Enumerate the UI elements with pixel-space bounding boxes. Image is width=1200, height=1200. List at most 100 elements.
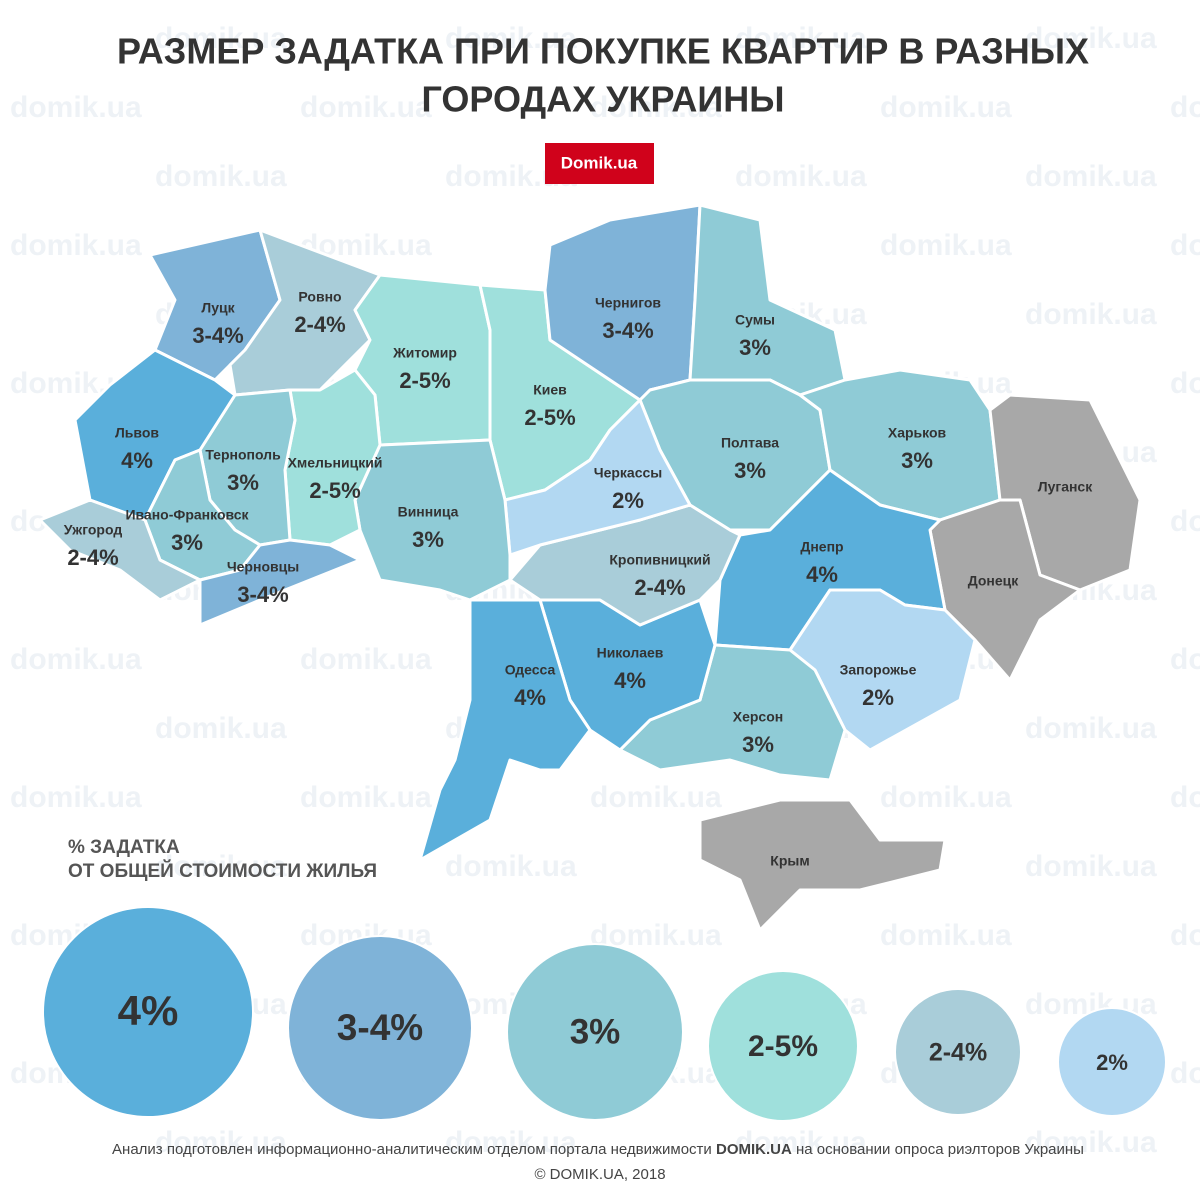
region-name: Винница: [398, 504, 459, 520]
region-name: Харьков: [888, 425, 947, 441]
watermark: domik.ua: [300, 643, 432, 676]
region-value: 2-4%: [67, 545, 118, 570]
map: [38, 203, 1142, 932]
watermark: domik.ua: [880, 91, 1012, 124]
region-value: 4%: [614, 668, 646, 693]
legend-circle: [287, 935, 473, 1121]
region-value: 3%: [227, 470, 259, 495]
watermark: domik.ua: [735, 160, 867, 193]
watermark: domik.ua: [155, 22, 287, 55]
map-labels: Луцк 3-4% Ровно 2-4% Житомир 2-5% Киев 2-5% Черн…: [64, 289, 1093, 869]
region-value: 2%: [612, 488, 644, 513]
copyright: © DOMIK.UA, 2018: [534, 1166, 665, 1183]
watermark: domik.ua: [1170, 505, 1200, 538]
legend: 4% 3-4% 3% 2-5% 2-4% 2%: [42, 906, 1167, 1122]
watermark: domik.ua: [155, 1126, 287, 1159]
watermark: domik.ua: [1170, 367, 1200, 400]
note-part: Анализ подготовлен информационно-аналити…: [112, 1141, 716, 1158]
region: [198, 538, 362, 627]
region-name: Днепр: [800, 539, 843, 555]
region-value: 3%: [734, 458, 766, 483]
watermark: domik.ua: [10, 781, 142, 814]
watermark: domik.ua: [1170, 919, 1200, 952]
title-line: ГОРОДАХ УКРАИНЫ: [422, 79, 785, 120]
legend-label: 2%: [1096, 1050, 1128, 1075]
badge: [545, 143, 654, 184]
region: [418, 598, 592, 862]
region-name: Тернополь: [205, 447, 281, 463]
region-value: 4%: [806, 562, 838, 587]
region-value: 2-5%: [309, 478, 360, 503]
watermark: domik.ua: [1025, 1126, 1157, 1159]
legend-label: 2-4%: [929, 1039, 987, 1067]
watermark: domik.ua: [445, 1126, 577, 1159]
watermark: domik.ua: [1170, 643, 1200, 676]
region-value: 3-4%: [192, 323, 243, 348]
region-name: Херсон: [733, 709, 783, 725]
watermark: domik.ua: [300, 781, 432, 814]
region-value: 2-4%: [294, 312, 345, 337]
watermark: domik.ua: [590, 91, 722, 124]
watermark: domik.ua: [880, 229, 1012, 262]
region: [698, 798, 947, 932]
watermark: domik.ua: [10, 229, 142, 262]
region-name: Полтава: [721, 435, 779, 451]
badge-text: Domik.ua: [561, 153, 638, 172]
watermark: domik.ua: [300, 91, 432, 124]
region-value: 4%: [121, 448, 153, 473]
legend-label: 3-4%: [337, 1007, 423, 1048]
watermark: domik.ua: [1025, 712, 1157, 745]
region-name: Крым: [770, 853, 809, 869]
legend-label: 2-5%: [748, 1030, 818, 1063]
watermark: domik.ua: [445, 850, 577, 883]
region-name: Ужгород: [64, 522, 123, 538]
region: [38, 498, 202, 602]
region-name: Ивано-Франковск: [125, 507, 249, 523]
region-value: 2-4%: [634, 575, 685, 600]
legend-circle: [707, 970, 859, 1122]
region-name: Николаев: [597, 645, 664, 661]
watermark: domik.ua: [10, 91, 142, 124]
watermark: domik.ua: [1025, 22, 1157, 55]
watermark: domik.ua: [1170, 91, 1200, 124]
watermark: domik.ua: [880, 781, 1012, 814]
region-name: Киев: [533, 382, 567, 398]
region-value: 4%: [514, 685, 546, 710]
footer-note: Анализ подготовлен информационно-аналити…: [112, 1141, 1084, 1158]
note-part: DOMIK.UA: [716, 1141, 792, 1158]
watermark: domik.ua: [1025, 298, 1157, 331]
region-name: Луганск: [1038, 479, 1093, 495]
note-part: на основании опроса риэлторов Украины: [792, 1141, 1084, 1158]
region-name: Житомир: [392, 345, 457, 361]
legend-label: 4%: [118, 987, 179, 1034]
watermark: domik.ua: [880, 919, 1012, 952]
region-name: Чернигов: [595, 295, 661, 311]
region-name: Ровно: [298, 289, 341, 305]
region-name: Запорожье: [840, 662, 917, 678]
legend-circle: [506, 943, 684, 1121]
region-value: 3-4%: [237, 582, 288, 607]
region: [503, 398, 692, 557]
region-name: Донецк: [968, 573, 1020, 589]
region-name: Сумы: [735, 312, 775, 328]
region-value: 2-5%: [524, 405, 575, 430]
watermark: domik.ua: [10, 643, 142, 676]
title-line: РАЗМЕР ЗАДАТКА ПРИ ПОКУПКЕ КВАРТИР В РАЗ…: [117, 31, 1089, 72]
region-name: Хмельницкий: [288, 455, 383, 471]
watermark: domik.ua: [735, 1126, 867, 1159]
region-value: 2%: [862, 685, 894, 710]
region-value: 3%: [171, 530, 203, 555]
watermark: domik.ua: [1170, 781, 1200, 814]
region-name: Кропивницкий: [609, 552, 710, 568]
region-name: Черкассы: [594, 465, 663, 481]
region-value: 3%: [742, 732, 774, 757]
watermark: domik.ua: [590, 781, 722, 814]
region-value: 3-4%: [602, 318, 653, 343]
region-value: 3%: [901, 448, 933, 473]
legend-title: ОТ ОБЩЕЙ СТОИМОСТИ ЖИЛЬЯ: [68, 860, 377, 882]
watermark: domik.ua: [445, 22, 577, 55]
region-name: Львов: [115, 425, 159, 441]
watermark: domik.ua: [155, 160, 287, 193]
watermark: domik.ua: [1170, 1057, 1200, 1090]
